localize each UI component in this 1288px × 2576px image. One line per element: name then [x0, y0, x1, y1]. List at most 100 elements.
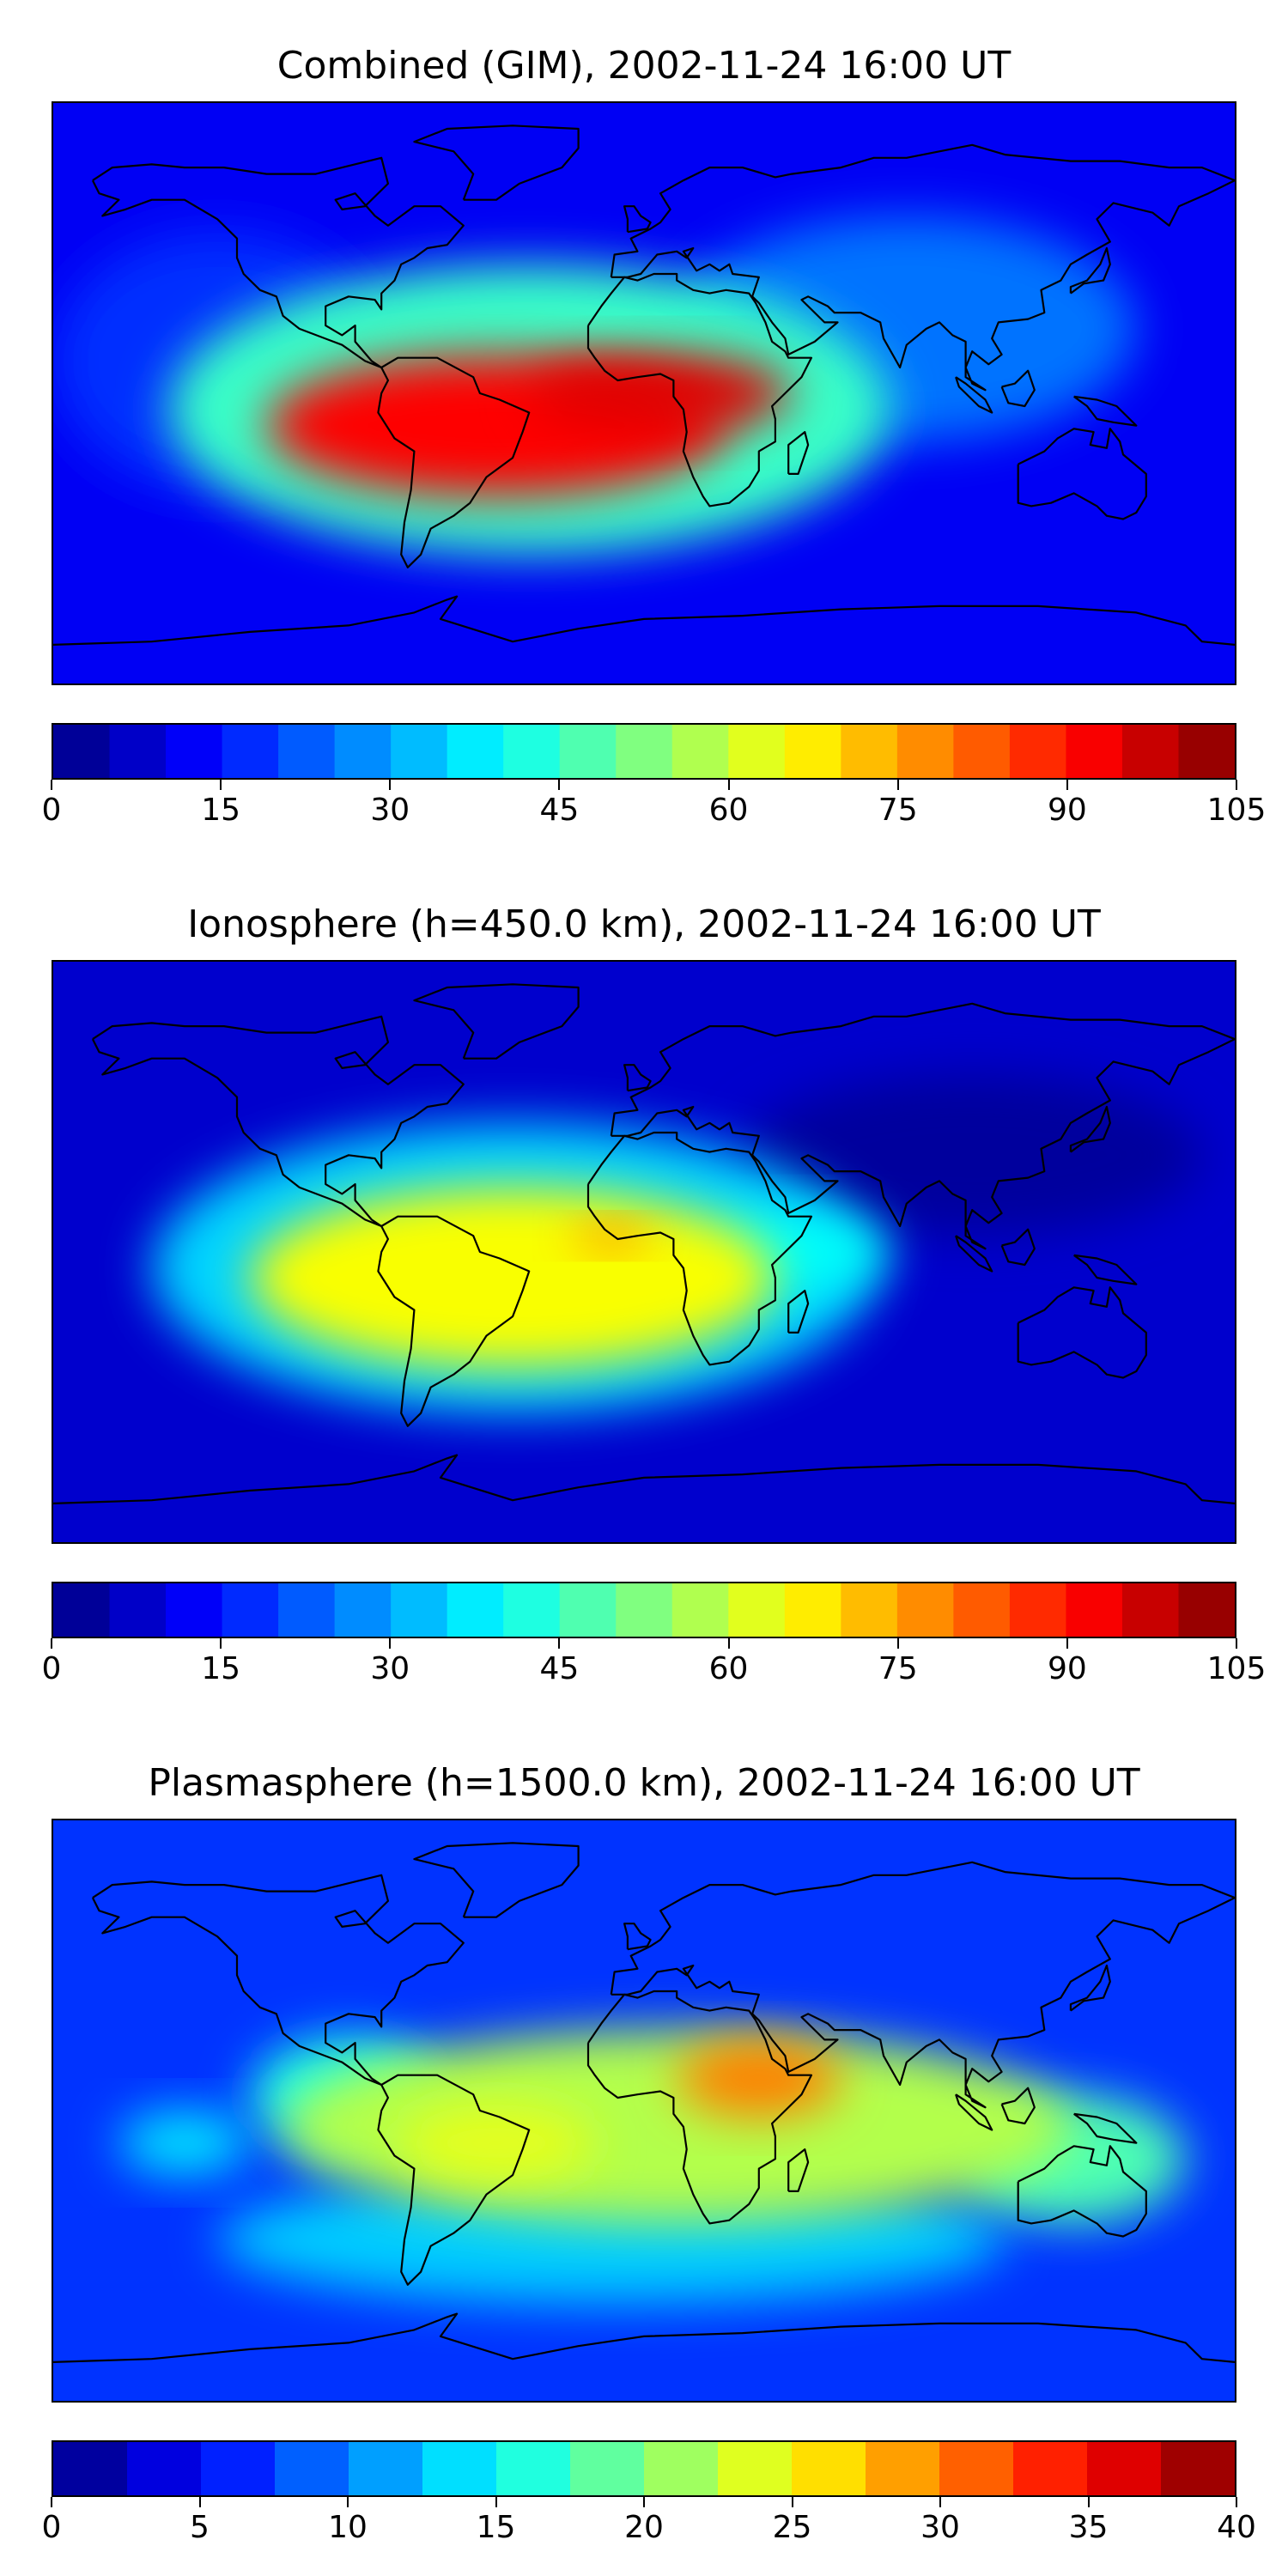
colorbar-tick-mark [389, 780, 392, 790]
colorbar-level-18 [1066, 1583, 1123, 1637]
coastline [1017, 428, 1147, 520]
coastline [787, 1290, 810, 1334]
colorbar-level-14 [841, 1583, 898, 1637]
coastline [1073, 395, 1138, 427]
colorbar-level-5 [334, 725, 392, 778]
coastline [91, 1874, 465, 2087]
heatmap-feature [677, 2039, 841, 2117]
colorbar-level-0 [53, 1583, 111, 1637]
coastline [413, 983, 580, 1060]
colorbar-level-19 [1121, 725, 1180, 778]
colorbar-level-14 [841, 725, 898, 778]
colorbar-level-7 [447, 1583, 504, 1637]
panel-1-map [52, 101, 1236, 685]
coastline [586, 1131, 813, 1366]
coastline [1017, 2145, 1147, 2238]
colorbar-tick-label: 60 [708, 793, 749, 828]
panel-1-heatmap [53, 103, 1235, 683]
colorbar-tick-mark [727, 1638, 730, 1649]
colorbar-tick-label: 0 [41, 2510, 62, 2545]
heatmap-feature [398, 2104, 595, 2182]
coastline [1000, 2087, 1036, 2125]
colorbar-level-9 [559, 725, 617, 778]
heatmap-feature [529, 354, 792, 433]
colorbar-level-15 [896, 1583, 954, 1637]
colorbar-level-2 [201, 2442, 276, 2495]
colorbar-tick-mark [896, 1638, 899, 1649]
colorbar-level-9 [559, 1583, 617, 1637]
colorbar-tick-label: 30 [370, 793, 410, 828]
coastline [91, 1015, 465, 1228]
colorbar-level-20 [1178, 1583, 1235, 1637]
colorbar-tick-label: 10 [328, 2510, 368, 2545]
colorbar-tick-label: 30 [920, 2510, 960, 2545]
colorbar-level-8 [644, 2442, 719, 2495]
colorbar-tick-mark [1236, 1638, 1237, 1649]
panel-1-title: Combined (GIM), 2002-11-24 16:00 UT [276, 44, 1012, 88]
panel-2-title: Ionosphere (h=450.0 km), 2002-11-24 16:0… [187, 902, 1101, 946]
colorbar-tick-mark [939, 2497, 941, 2507]
colorbar-level-9 [718, 2442, 793, 2495]
colorbar-level-3 [222, 725, 279, 778]
colorbar-level-8 [503, 725, 561, 778]
colorbar-level-10 [616, 1583, 673, 1637]
colorbar-tick-label: 5 [190, 2510, 210, 2545]
colorbar-tick-mark [1066, 1638, 1068, 1649]
coastline [91, 156, 465, 369]
coastline [413, 1842, 580, 1918]
colorbar-level-3 [275, 2442, 349, 2495]
colorbar-tick-label: 90 [1047, 793, 1087, 828]
colorbar-tick-label: 105 [1206, 1651, 1267, 1686]
coastline [1073, 1254, 1138, 1285]
colorbar-level-20 [1178, 725, 1235, 778]
colorbar-tick-mark [51, 2497, 52, 2507]
coastline [610, 143, 1235, 392]
colorbar-level-4 [278, 1583, 336, 1637]
coastline [1000, 369, 1036, 408]
colorbar-tick-mark [1236, 2497, 1237, 2507]
colorbar-level-17 [1009, 725, 1067, 778]
colorbar-tick-mark [389, 1638, 392, 1649]
colorbar-level-8 [503, 1583, 561, 1637]
colorbar-tick-mark [558, 780, 561, 790]
colorbar-level-13 [784, 725, 841, 778]
panel-2-map [52, 960, 1236, 1544]
colorbar-level-0 [53, 2442, 128, 2495]
colorbar-tick-label: 75 [878, 1651, 918, 1686]
colorbar-tick-mark [791, 2497, 793, 2507]
colorbar-tick-label: 40 [1217, 2510, 1256, 2545]
colorbar-tick-label: 15 [201, 793, 241, 828]
heatmap-feature [742, 1074, 1202, 1236]
colorbar-level-11 [671, 725, 729, 778]
colorbar-tick-label: 25 [772, 2510, 812, 2545]
colorbar-level-2 [166, 1583, 223, 1637]
coastline [787, 2148, 810, 2192]
colorbar-tick-label: 20 [624, 2510, 664, 2545]
colorbar-level-5 [334, 1583, 392, 1637]
heatmap-feature [118, 2111, 251, 2176]
panel-1-colorbar [52, 723, 1236, 780]
coastline [377, 356, 531, 568]
colorbar-level-4 [349, 2442, 423, 2495]
colorbar-level-16 [953, 725, 1011, 778]
colorbar-tick-mark [347, 2497, 349, 2507]
colorbar-level-15 [1161, 2442, 1235, 2495]
colorbar-level-6 [391, 725, 448, 778]
coastline [623, 205, 652, 234]
colorbar-level-6 [496, 2442, 571, 2495]
colorbar-level-4 [278, 725, 336, 778]
colorbar-level-2 [166, 725, 223, 778]
colorbar-level-16 [953, 1583, 1011, 1637]
colorbar-level-19 [1121, 1583, 1180, 1637]
colorbar-level-13 [1013, 2442, 1088, 2495]
colorbar-level-13 [784, 1583, 841, 1637]
colorbar-level-10 [616, 725, 673, 778]
colorbar-tick-mark [51, 1638, 52, 1649]
coastline [413, 125, 580, 201]
coastline [1069, 1105, 1111, 1153]
colorbar-tick-mark [198, 2497, 201, 2507]
colorbar-level-7 [570, 2442, 645, 2495]
coastline [53, 2312, 1235, 2363]
panel-2-heatmap [53, 962, 1235, 1542]
colorbar-level-0 [53, 725, 111, 778]
